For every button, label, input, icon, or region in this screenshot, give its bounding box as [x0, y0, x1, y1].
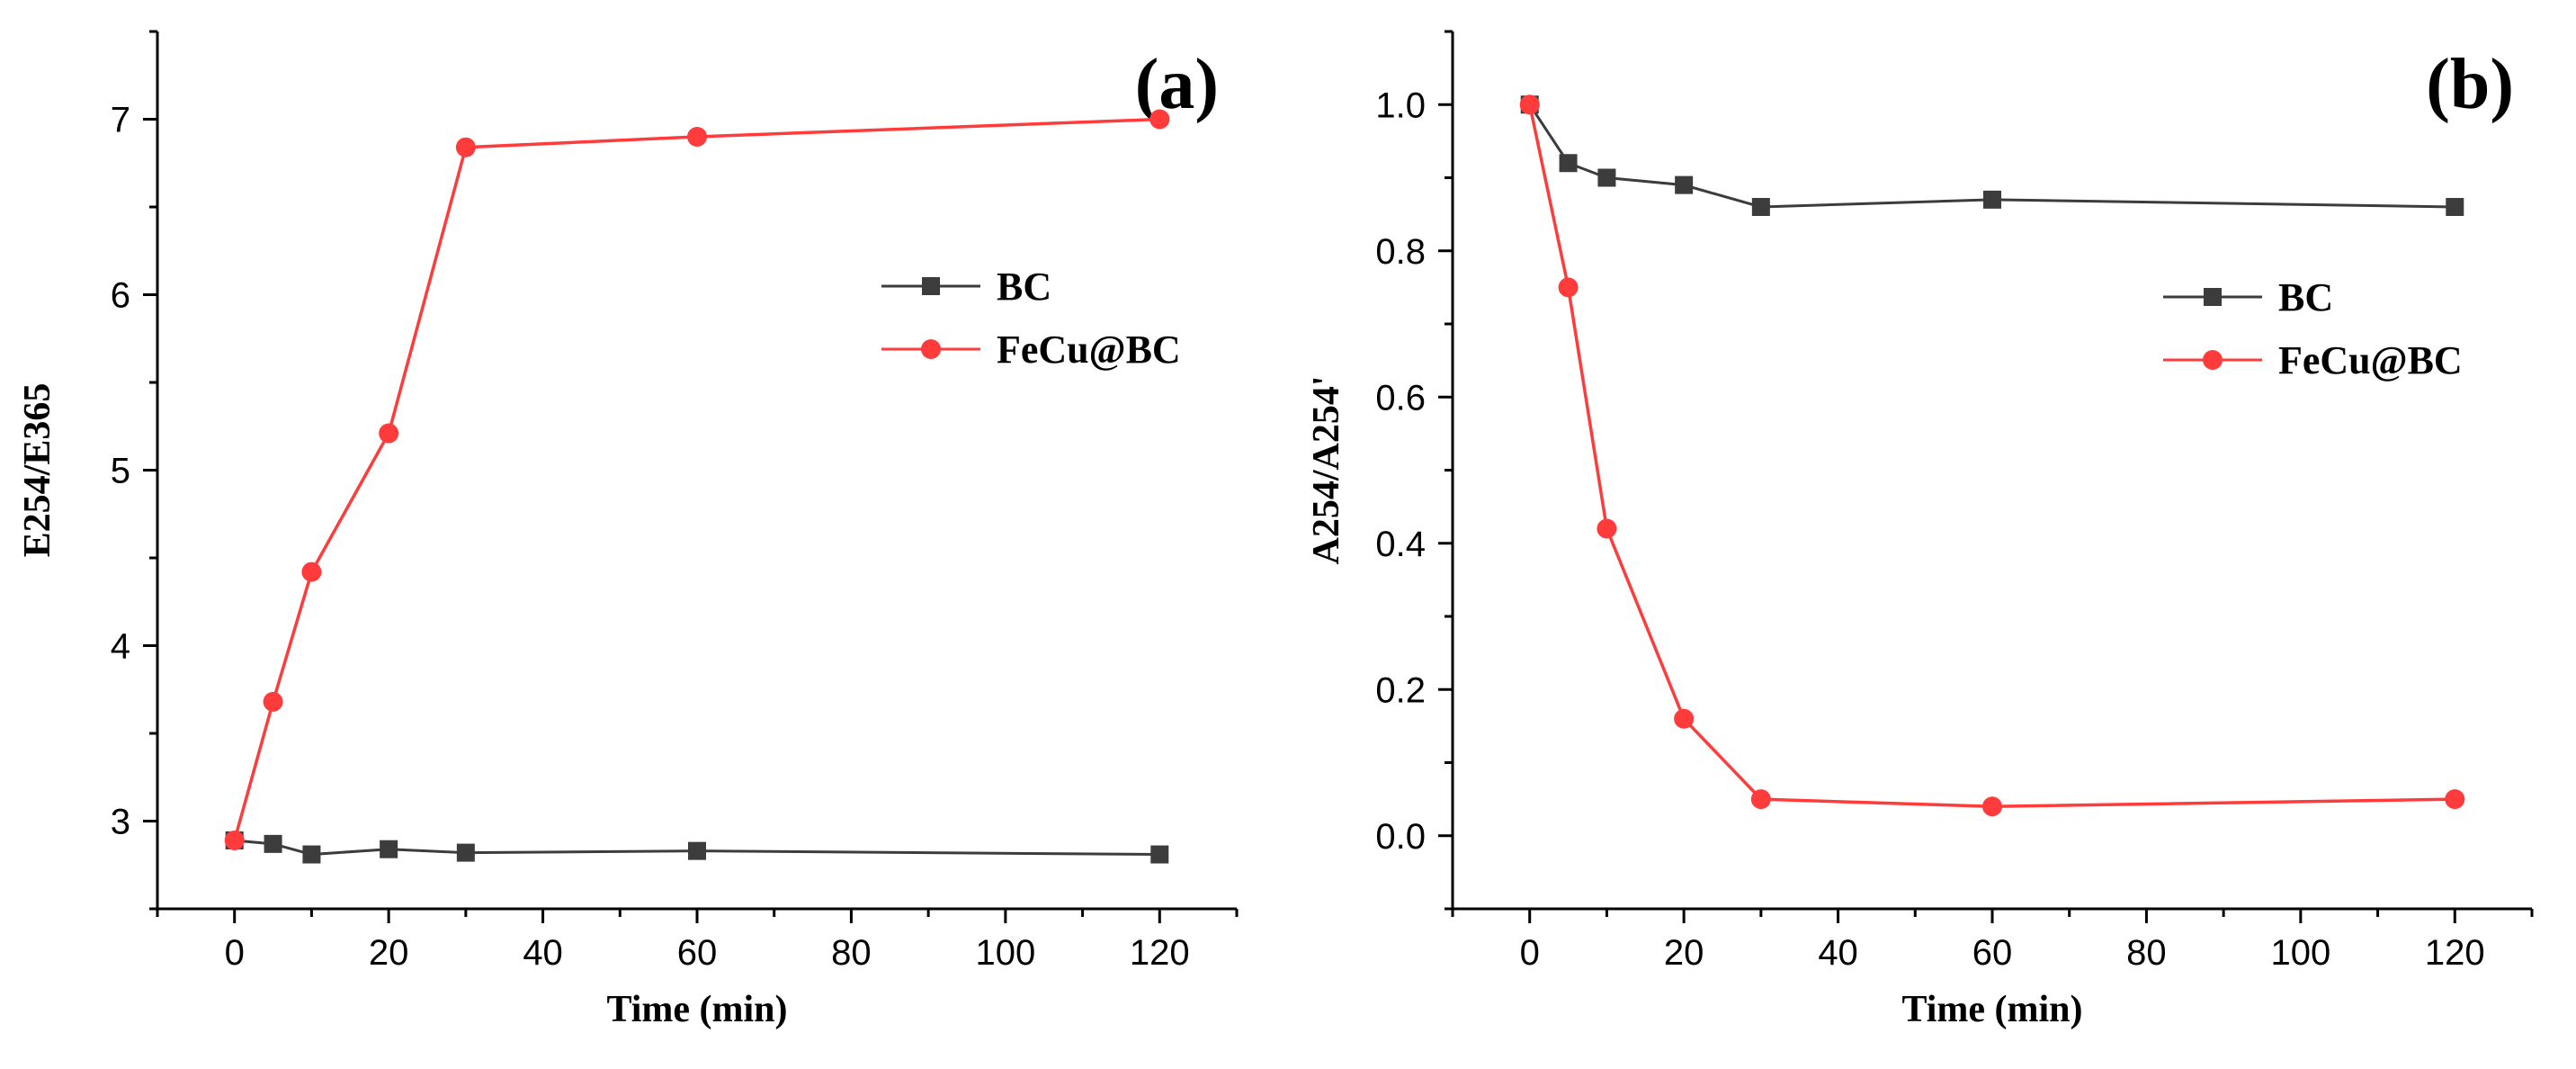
chart-panel-b: 0 20 40 60 80 100 120 0.0 0.2 0.4 0.6 0.8 1.0 Time (m… [1306, 30, 2534, 1030]
data-point [1150, 845, 1169, 864]
legend-label: BC [2278, 275, 2333, 319]
series-line [1528, 103, 2455, 809]
y-tick-label: 1.0 [1375, 85, 1426, 125]
y-tick-label: 0.2 [1375, 670, 1426, 710]
data-point [1674, 708, 1695, 729]
series-line [233, 117, 1160, 841]
legend-label: BC [997, 265, 1051, 309]
x-tick-label: 100 [2270, 933, 2330, 973]
panel-label: (b) [2426, 45, 2514, 124]
legend-marker [922, 277, 940, 295]
x-tick-label: 80 [831, 933, 872, 973]
data-point [456, 843, 475, 862]
data-point [1675, 175, 1694, 194]
y-tick-label: 0.6 [1375, 378, 1426, 418]
data-point [1983, 190, 2001, 209]
data-point [1519, 94, 1540, 115]
data-point [687, 127, 707, 147]
data-point [302, 845, 321, 864]
data-point [264, 834, 282, 853]
y-tick-label: 7 [111, 101, 130, 140]
chart-panel-a: 0 20 40 60 80 100 120 3 4 5 6 7 Time (min) E254/E365 (… [17, 30, 1239, 1030]
y-tick-label: 0.0 [1375, 817, 1426, 857]
x-axis-title: Time (min) [1901, 989, 2082, 1030]
data-point [455, 137, 476, 157]
legend-marker [921, 339, 941, 359]
data-point [1558, 277, 1579, 298]
legend: BC FeCu@BC [881, 265, 1181, 372]
y-tick-label: 4 [111, 627, 130, 667]
series-fecu-bc [1519, 94, 2465, 817]
panel-label: (a) [1135, 45, 1219, 124]
data-point [301, 561, 322, 582]
data-point [2446, 198, 2464, 216]
y-tick-label: 6 [111, 276, 130, 316]
y-tick-label: 0.4 [1375, 525, 1426, 564]
x-tick-label: 0 [1520, 933, 1540, 973]
data-point [379, 423, 399, 444]
data-point [2445, 789, 2465, 810]
series-bc [1520, 95, 2464, 216]
data-point [224, 830, 245, 850]
legend-marker [2204, 288, 2222, 306]
x-tick-label: 60 [677, 933, 718, 973]
data-point [688, 841, 706, 860]
data-point [1559, 154, 1578, 173]
series-bc [225, 831, 1169, 864]
y-axis-title: E254/E365 [17, 383, 58, 558]
data-point [1982, 796, 2002, 817]
series-fecu-bc [224, 109, 1170, 850]
legend: BC FeCu@BC [2163, 275, 2463, 382]
x-tick-label: 100 [975, 933, 1035, 973]
data-point [263, 691, 283, 712]
data-point [1149, 109, 1170, 130]
x-tick-label: 40 [523, 933, 563, 973]
data-point [1750, 789, 1771, 810]
data-point [380, 840, 398, 858]
data-point [1751, 198, 1770, 216]
x-axis-title: Time (min) [606, 989, 787, 1030]
x-tick-label: 120 [1130, 933, 1190, 973]
data-point [1597, 518, 1617, 539]
legend-label: FeCu@BC [997, 328, 1181, 372]
y-tick-label: 0.8 [1375, 232, 1426, 272]
data-point [1597, 168, 1616, 187]
x-tick-label: 20 [1664, 933, 1704, 973]
x-tick-label: 60 [1972, 933, 2013, 973]
x-tick-label: 40 [1818, 933, 1858, 973]
y-tick-label: 5 [111, 452, 130, 491]
y-axis-title: A254/A254' [1306, 376, 1347, 565]
x-tick-label: 20 [369, 933, 409, 973]
legend-marker [2203, 350, 2223, 370]
legend-label: FeCu@BC [2278, 338, 2463, 382]
x-tick-label: 120 [2425, 933, 2485, 973]
x-tick-label: 0 [225, 933, 245, 973]
x-tick-label: 80 [2126, 933, 2167, 973]
y-tick-label: 3 [111, 803, 130, 842]
